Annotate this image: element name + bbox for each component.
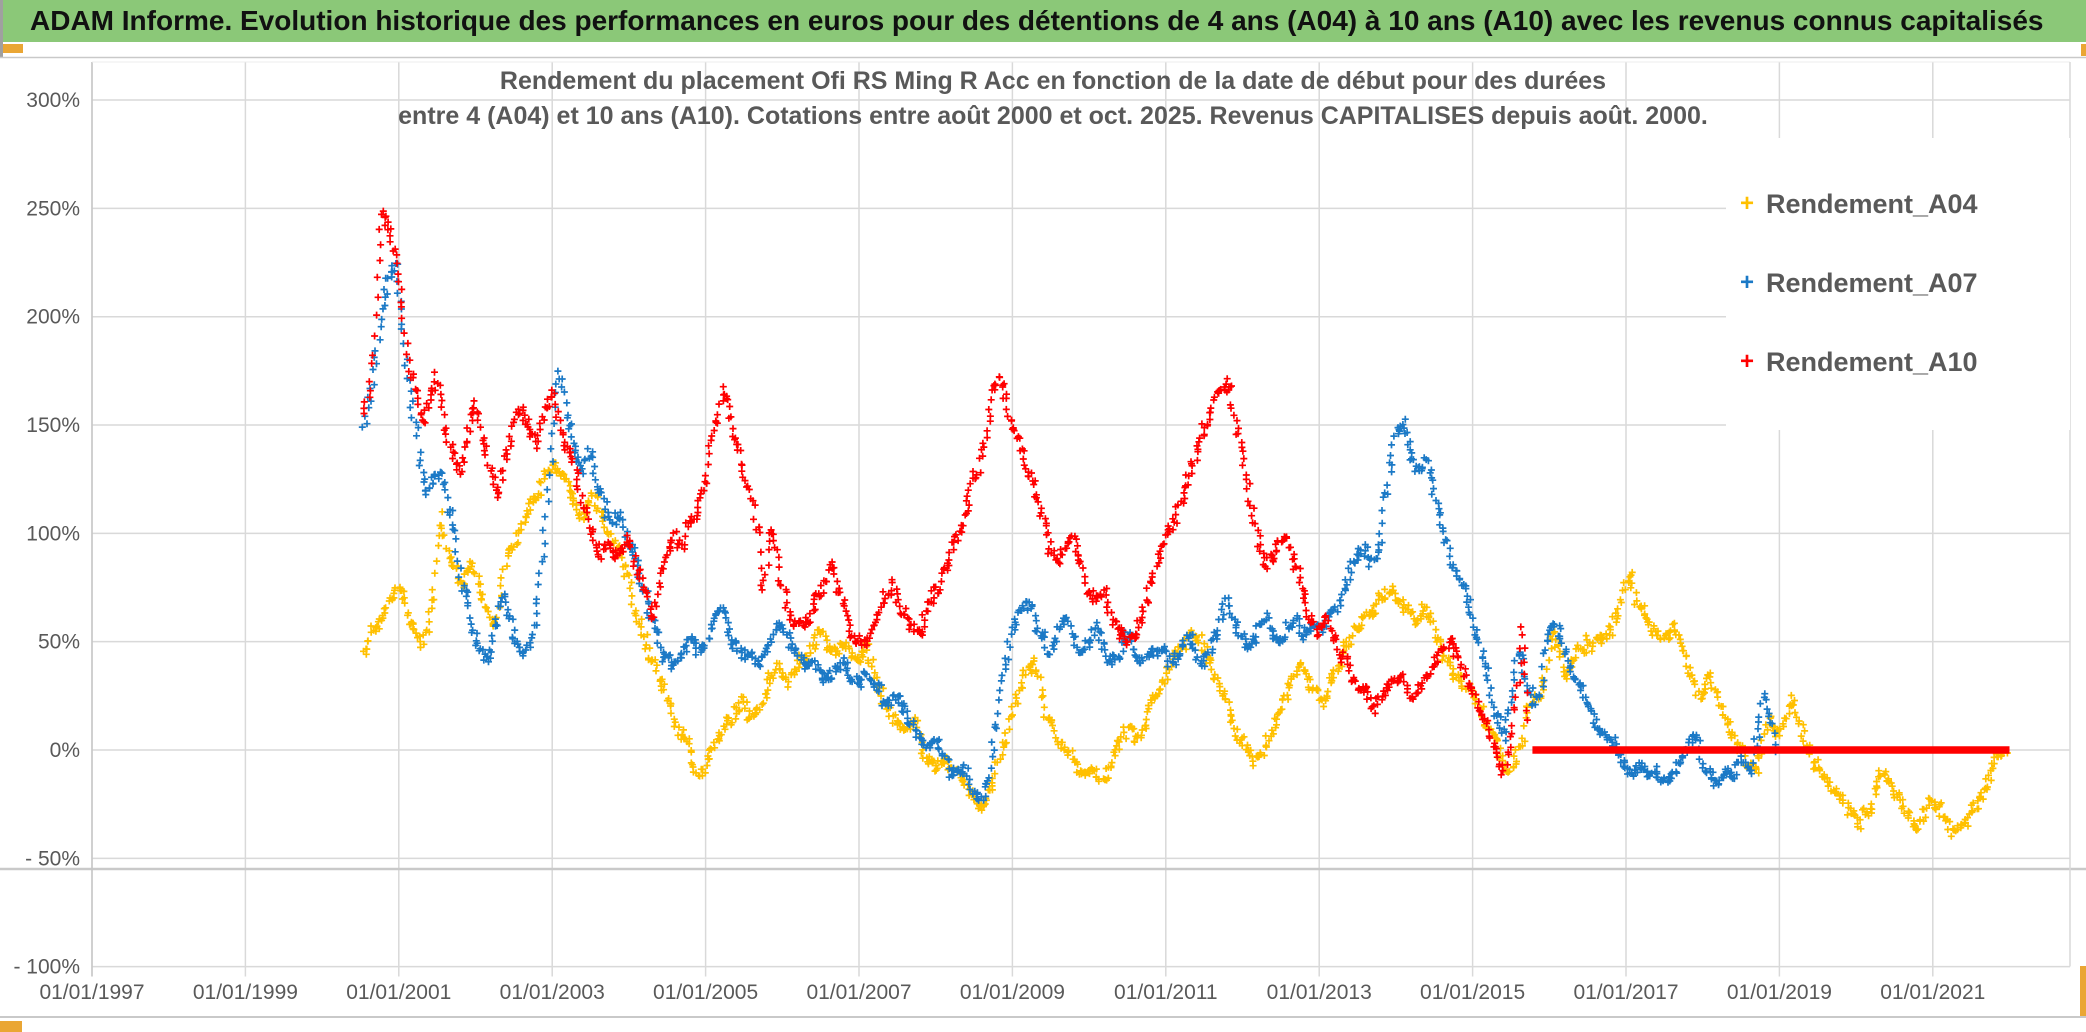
svg-text:01/01/2013: 01/01/2013 bbox=[1267, 981, 1372, 1004]
svg-text:100%: 100% bbox=[26, 522, 80, 545]
chart-title-line1: Rendement du placement Ofi RS Ming R Acc… bbox=[499, 67, 1607, 95]
header-banner-text: ADAM Informe. Evolution historique des p… bbox=[30, 5, 2044, 36]
left-edge-strip bbox=[0, 0, 3, 57]
svg-text:150%: 150% bbox=[26, 414, 80, 437]
svg-text:01/01/2017: 01/01/2017 bbox=[1573, 981, 1678, 1004]
svg-text:01/01/2001: 01/01/2001 bbox=[346, 981, 451, 1004]
plus-marker-icon: + bbox=[1740, 269, 1755, 296]
accent-top-right bbox=[2081, 44, 2086, 56]
svg-text:200%: 200% bbox=[26, 306, 80, 329]
legend-item-a04: + Rendement_A04 bbox=[1740, 186, 1978, 222]
svg-text:01/01/2007: 01/01/2007 bbox=[806, 981, 911, 1004]
svg-text:01/01/2003: 01/01/2003 bbox=[500, 981, 605, 1004]
chart-legend: + Rendement_A04 + Rendement_A07 + Rendem… bbox=[1740, 186, 1978, 423]
legend-item-a07: + Rendement_A07 bbox=[1740, 265, 1978, 301]
svg-text:- 50%: - 50% bbox=[25, 847, 80, 870]
legend-label: Rendement_A10 bbox=[1766, 346, 1978, 377]
legend-label: Rendement_A04 bbox=[1766, 188, 1978, 219]
chart-title: Rendement du placement Ofi RS Ming R Acc… bbox=[353, 64, 1753, 134]
svg-text:250%: 250% bbox=[26, 197, 80, 220]
svg-text:01/01/2021: 01/01/2021 bbox=[1880, 981, 1985, 1004]
svg-text:01/01/1999: 01/01/1999 bbox=[193, 981, 298, 1004]
plus-marker-icon: + bbox=[1740, 348, 1755, 375]
accent-top-left bbox=[3, 44, 23, 53]
header-banner: ADAM Informe. Evolution historique des p… bbox=[0, 0, 2086, 42]
chart-title-line2: entre 4 (A04) et 10 ans (A10). Cotations… bbox=[398, 102, 1708, 130]
legend-label: Rendement_A07 bbox=[1766, 267, 1978, 298]
svg-text:0%: 0% bbox=[50, 739, 80, 762]
svg-text:01/01/2005: 01/01/2005 bbox=[653, 981, 758, 1004]
legend-item-a10: + Rendement_A10 bbox=[1740, 344, 1978, 380]
accent-bottom-right bbox=[2080, 966, 2086, 1016]
svg-text:300%: 300% bbox=[26, 89, 80, 112]
svg-text:50%: 50% bbox=[38, 631, 80, 654]
svg-text:- 100%: - 100% bbox=[13, 956, 80, 979]
svg-text:01/01/1997: 01/01/1997 bbox=[39, 981, 144, 1004]
svg-text:01/01/2015: 01/01/2015 bbox=[1420, 981, 1525, 1004]
plus-marker-icon: + bbox=[1740, 190, 1755, 217]
svg-text:01/01/2019: 01/01/2019 bbox=[1727, 981, 1832, 1004]
svg-text:01/01/2011: 01/01/2011 bbox=[1114, 981, 1218, 1004]
svg-text:01/01/2009: 01/01/2009 bbox=[960, 981, 1065, 1004]
accent-bottom-left bbox=[0, 1021, 22, 1032]
